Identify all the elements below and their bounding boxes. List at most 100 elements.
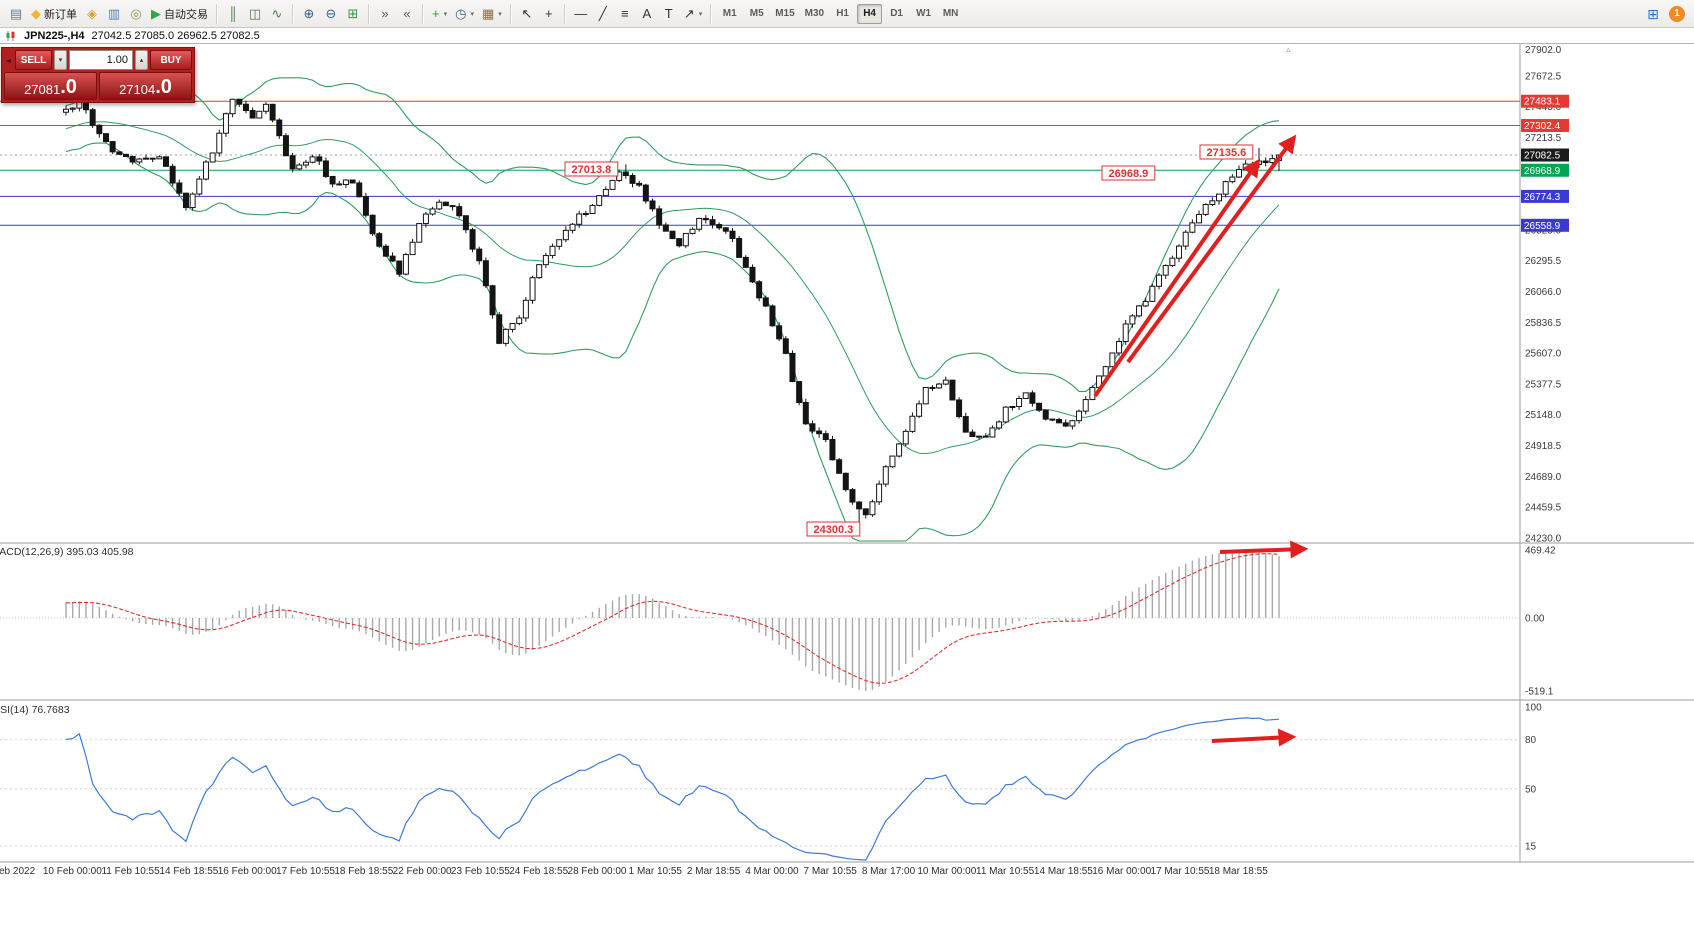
annotation-box bbox=[564, 161, 619, 177]
svg-text:Feb 2022: Feb 2022 bbox=[0, 866, 36, 877]
chart-shift-icon[interactable]: « bbox=[396, 3, 418, 25]
tf-d1[interactable]: D1 bbox=[890, 8, 903, 19]
new-chart-icon[interactable]: ▤ bbox=[5, 3, 27, 25]
price-tags: 27483.1 27302.4 26968.9 26774.3 26558.9 27082… bbox=[1521, 94, 1569, 232]
layout-icon[interactable]: ⊞ bbox=[1642, 3, 1664, 25]
navigator-icon[interactable]: ◎ bbox=[125, 3, 147, 25]
trend-arrow-rsi bbox=[1211, 728, 1297, 747]
svg-text:25377.5: 25377.5 bbox=[1525, 379, 1562, 390]
svg-text:4 Mar 00:00: 4 Mar 00:00 bbox=[745, 866, 799, 877]
crosshair-icon[interactable]: + bbox=[538, 3, 560, 25]
tile-windows-icon[interactable]: ⊞ bbox=[342, 3, 364, 25]
volume-increase-stepper[interactable]: ▴ bbox=[135, 50, 148, 70]
line-chart-icon[interactable]: ∿ bbox=[266, 3, 288, 25]
candlestick-chart-icon-glyph: ◫ bbox=[248, 6, 262, 21]
tf-m5[interactable]: M5 bbox=[749, 8, 764, 19]
svg-text:24459.5: 24459.5 bbox=[1525, 503, 1562, 514]
price-axis: 27902.027672.527443.027213.526984.026754… bbox=[1525, 45, 1562, 544]
toolbar-separator bbox=[216, 3, 218, 24]
horizontal-line-icon[interactable]: — bbox=[570, 3, 592, 25]
fibonacci-icon[interactable]: ≡ bbox=[614, 3, 636, 25]
ohlc-values: 27042.5 27085.0 26962.5 27082.5 bbox=[91, 29, 260, 42]
svg-text:24230.0: 24230.0 bbox=[1525, 533, 1562, 544]
svg-text:18 Feb 18:55: 18 Feb 18:55 bbox=[334, 866, 393, 877]
bar-chart-icon[interactable]: ║ bbox=[222, 3, 244, 25]
trend-arrows[interactable] bbox=[1093, 134, 1309, 747]
svg-text:11 Mar 10:55: 11 Mar 10:55 bbox=[976, 866, 1035, 877]
templates-icon[interactable]: ▦ ▾ bbox=[478, 3, 506, 25]
macd-signal-line bbox=[65, 553, 1280, 684]
zoom-group: ⊕ ⊖ ⊞ bbox=[298, 3, 364, 25]
market-watch-icon[interactable]: ◈ bbox=[81, 3, 103, 25]
zoom-in-icon-glyph: ⊕ bbox=[303, 6, 315, 21]
volume-decrease-stepper[interactable]: ▾ bbox=[54, 50, 67, 70]
svg-text:17 Feb 10:55: 17 Feb 10:55 bbox=[276, 866, 335, 877]
auto-scroll-icon-glyph: » bbox=[381, 6, 389, 21]
timeframe-group: M1 M5 M15 M30 H1 H4 D1 W1 MN bbox=[716, 3, 964, 24]
svg-text:RSI(14) 76.7683: RSI(14) 76.7683 bbox=[0, 704, 70, 716]
text-icon[interactable]: A bbox=[636, 3, 658, 25]
tf-mn[interactable]: MN bbox=[942, 8, 959, 19]
tf-m15[interactable]: M15 bbox=[775, 8, 795, 19]
horizontal-lines[interactable] bbox=[0, 100, 1520, 226]
auto-scroll-icon[interactable]: » bbox=[374, 3, 396, 25]
notification-badge[interactable]: 1 bbox=[1669, 5, 1685, 22]
tf-w1[interactable]: W1 bbox=[916, 8, 932, 19]
autotrading-button[interactable]: ▶ 自动交易 bbox=[147, 3, 212, 25]
zoom-in-icon[interactable]: ⊕ bbox=[298, 3, 320, 25]
svg-text:22 Feb 00:00: 22 Feb 00:00 bbox=[393, 866, 452, 877]
textlabel-icon-glyph: T bbox=[664, 6, 673, 21]
buy-price-pips: .0 bbox=[155, 76, 172, 98]
autotrading-button-label: 自动交易 bbox=[164, 8, 208, 21]
candlesticks bbox=[63, 98, 1282, 529]
trendline-icon-glyph: ╱ bbox=[598, 6, 607, 21]
toolbar-separator bbox=[710, 3, 713, 24]
svg-text:27902.0: 27902.0 bbox=[1525, 45, 1562, 56]
data-window-icon[interactable]: ▥ bbox=[103, 3, 125, 25]
bb-lower-band bbox=[65, 142, 1280, 542]
svg-text:24918.5: 24918.5 bbox=[1525, 441, 1562, 452]
sell-price-pips: .0 bbox=[60, 76, 77, 98]
annotations[interactable]: 27013.8 24300.3 26968.9 27135.6 bbox=[564, 144, 1254, 537]
indicators-icon[interactable]: + ▾ bbox=[428, 3, 451, 25]
new-chart-icon-glyph: ▤ bbox=[9, 6, 23, 21]
chart-title-bar: JPN225-,H4 27042.5 27085.0 26962.5 27082… bbox=[0, 28, 1694, 44]
toolbar-separator bbox=[422, 3, 424, 24]
sell-price-display[interactable]: 27081.0 bbox=[4, 72, 97, 100]
svg-text:27013.8: 27013.8 bbox=[572, 164, 612, 176]
tf-m30[interactable]: M30 bbox=[804, 8, 825, 19]
periods-icon[interactable]: ◷ ▾ bbox=[451, 3, 478, 25]
annotation-box bbox=[806, 521, 861, 537]
svg-text:16 Feb 00:00: 16 Feb 00:00 bbox=[218, 866, 277, 877]
templates-icon-caret: ▾ bbox=[498, 10, 502, 18]
new-order-button[interactable]: ◆ 新订单 bbox=[27, 3, 81, 25]
collapse-panel-icon[interactable]: ◂ bbox=[6, 55, 11, 65]
svg-text:28 Feb 00:00: 28 Feb 00:00 bbox=[568, 866, 627, 877]
candlestick-chart-icon[interactable]: ◫ bbox=[244, 3, 266, 25]
buy-price-display[interactable]: 27104.0 bbox=[99, 72, 192, 100]
horizontal-line-icon-glyph: — bbox=[574, 6, 588, 21]
cursor-icon[interactable]: ↖ bbox=[516, 3, 538, 25]
indicators-icon-caret: ▾ bbox=[443, 10, 448, 18]
bottom-margin bbox=[0, 880, 1694, 949]
tf-h1[interactable]: H1 bbox=[836, 8, 849, 19]
buy-price-main: 27104 bbox=[119, 82, 156, 97]
svg-text:2 Mar 18:55: 2 Mar 18:55 bbox=[687, 866, 741, 877]
chart-shift-icon-glyph: « bbox=[403, 6, 411, 21]
arrows-icon[interactable]: ↗ ▾ bbox=[680, 3, 706, 25]
zoom-out-icon-glyph: ⊖ bbox=[325, 6, 337, 21]
bb-upper-band bbox=[65, 77, 1280, 392]
textlabel-icon[interactable]: T bbox=[658, 3, 680, 25]
sell-button[interactable]: SELL bbox=[15, 50, 52, 70]
macd-indicator: MACD(12,26,9) 395.03 405.98 469.42 0.00 -51… bbox=[0, 546, 1556, 698]
zoom-out-icon[interactable]: ⊖ bbox=[320, 3, 342, 25]
trendline-icon[interactable]: ╱ bbox=[592, 3, 614, 25]
buy-button[interactable]: BUY bbox=[150, 50, 192, 70]
svg-text:14 Feb 18:55: 14 Feb 18:55 bbox=[159, 866, 218, 877]
tf-h4[interactable]: H4 bbox=[857, 3, 883, 24]
tf-m1[interactable]: M1 bbox=[722, 8, 737, 19]
rsi-indicator: RSI(14) 76.7683 100 80 50 15 bbox=[0, 703, 1542, 861]
volume-input[interactable]: 1.00 bbox=[69, 50, 133, 70]
svg-text:26295.5: 26295.5 bbox=[1525, 256, 1562, 267]
